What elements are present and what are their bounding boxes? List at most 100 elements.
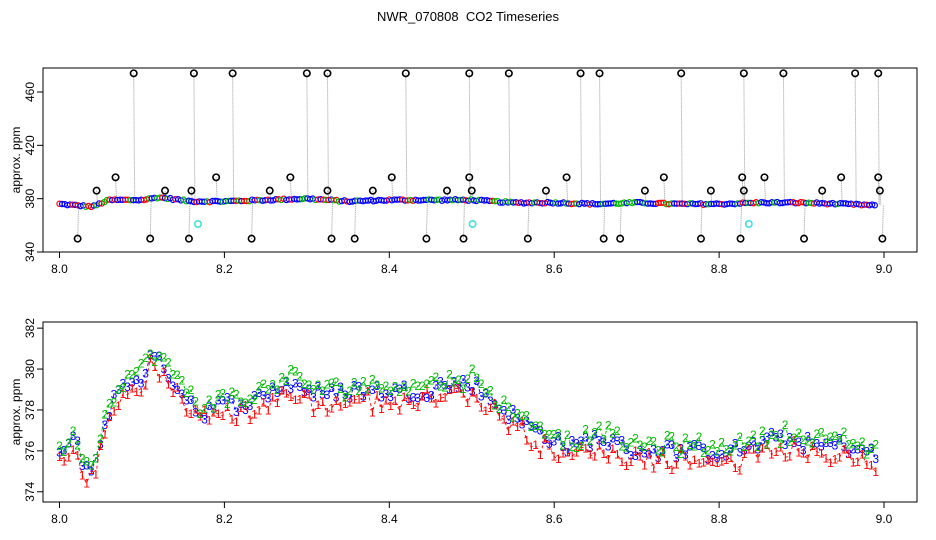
series-marker-3: 3 (705, 453, 712, 467)
series-marker-3: 3 (315, 379, 322, 393)
y-axis-label: approx. ppm (9, 127, 23, 194)
series-marker-2: 2 (491, 398, 498, 412)
series-marker-3: 3 (342, 388, 349, 402)
series-marker-2: 2 (160, 351, 167, 365)
series-marker-2: 2 (791, 431, 798, 445)
series-marker-2: 2 (383, 379, 390, 393)
series-marker-3: 3 (283, 375, 290, 389)
spike-line (115, 177, 118, 201)
series-marker-3: 3 (736, 446, 743, 460)
spike-line (193, 73, 196, 202)
series-marker-1: 1 (437, 391, 444, 405)
series-marker-3: 3 (228, 393, 235, 407)
series-marker-3: 3 (591, 428, 598, 442)
series-marker-1: 1 (464, 396, 471, 410)
series-marker-3: 3 (755, 443, 762, 457)
series-marker-2: 2 (414, 379, 421, 393)
series-marker-2: 2 (310, 382, 317, 396)
series-marker-1: 1 (641, 458, 648, 472)
series-marker-2: 2 (401, 380, 408, 394)
series-marker-1: 1 (111, 404, 118, 418)
series-marker-3: 3 (464, 381, 471, 395)
series-marker-2: 2 (328, 376, 335, 390)
series-marker-3: 3 (646, 447, 653, 461)
series-marker-2: 2 (433, 370, 440, 384)
series-marker-1: 1 (65, 451, 72, 465)
series-marker-3: 3 (777, 427, 784, 441)
spike-marker (851, 69, 860, 78)
series-marker-3: 3 (832, 439, 839, 453)
spike-marker (187, 186, 196, 195)
series-marker-2: 2 (111, 396, 118, 410)
series-marker-2: 2 (170, 368, 177, 382)
series-marker-3: 3 (523, 414, 530, 428)
series-marker-3: 3 (859, 442, 866, 456)
series-marker-1: 1 (160, 365, 167, 379)
series-marker-2: 2 (587, 434, 594, 448)
series-marker-1: 1 (174, 380, 181, 394)
series-marker-3: 3 (115, 383, 122, 397)
series-marker-3: 3 (419, 389, 426, 403)
series-marker-1: 1 (346, 395, 353, 409)
series-marker-1: 1 (396, 403, 403, 417)
series-marker-2: 2 (482, 385, 489, 399)
series-marker-3: 3 (265, 392, 272, 406)
series-marker-2: 2 (473, 371, 480, 385)
series-marker-1: 1 (433, 396, 440, 410)
series-marker-2: 2 (97, 432, 104, 446)
series-marker-3: 3 (142, 366, 149, 380)
series-marker-2: 2 (324, 378, 331, 392)
series-marker-3: 3 (437, 375, 444, 389)
series-marker-1: 1 (818, 447, 825, 461)
series-marker-1: 1 (519, 415, 526, 429)
series-marker-2: 2 (854, 439, 861, 453)
series-marker-1: 1 (523, 434, 530, 448)
series-marker-3: 3 (278, 384, 285, 398)
series-marker-2: 2 (804, 434, 811, 448)
series-marker-3: 3 (133, 373, 140, 387)
spike-line (566, 177, 569, 204)
spike-line (133, 73, 136, 201)
series-marker-2: 2 (351, 375, 358, 389)
spike-marker (541, 186, 550, 195)
series-marker-3: 3 (328, 381, 335, 395)
series-marker-3: 3 (337, 380, 344, 394)
series-marker-1: 1 (514, 420, 521, 434)
series-marker-1: 1 (360, 391, 367, 405)
series-marker-2: 2 (201, 402, 208, 416)
spike-line (446, 190, 449, 201)
series-marker-1: 1 (170, 386, 177, 400)
spike-line (663, 177, 666, 204)
series-marker-3: 3 (251, 389, 258, 403)
series-marker-1: 1 (70, 443, 77, 457)
series-marker-1: 1 (809, 439, 816, 453)
series-marker-3: 3 (238, 397, 245, 411)
chart-title: NWR_070808 CO2 Timeseries (376, 9, 560, 24)
series-marker-1: 1 (197, 410, 204, 424)
series-marker-2: 2 (505, 400, 512, 414)
spike-marker (562, 173, 571, 182)
series-marker-2: 2 (392, 380, 399, 394)
series-marker-2: 2 (92, 452, 99, 466)
series-marker-1: 1 (301, 387, 308, 401)
series-marker-1: 1 (823, 452, 830, 466)
series-marker-3: 3 (623, 443, 630, 457)
spike-marker (443, 186, 452, 195)
series-marker-2: 2 (192, 394, 199, 408)
series-marker-1: 1 (210, 405, 217, 419)
x-tick-label: 8.0 (51, 262, 68, 276)
series-marker-1: 1 (333, 394, 340, 408)
spike-marker (706, 186, 715, 195)
series-marker-2: 2 (759, 424, 766, 438)
series-marker-3: 3 (691, 437, 698, 451)
series-marker-2: 2 (550, 427, 557, 441)
series-marker-1: 1 (469, 385, 476, 399)
series-marker-2: 2 (609, 426, 616, 440)
series-marker-2: 2 (410, 376, 417, 390)
series-marker-2: 2 (578, 439, 585, 453)
series-marker-2: 2 (346, 384, 353, 398)
series-marker-3: 3 (677, 441, 684, 455)
series-marker-1: 1 (242, 399, 249, 413)
series-marker-3: 3 (478, 390, 485, 404)
spike-line (471, 190, 474, 201)
